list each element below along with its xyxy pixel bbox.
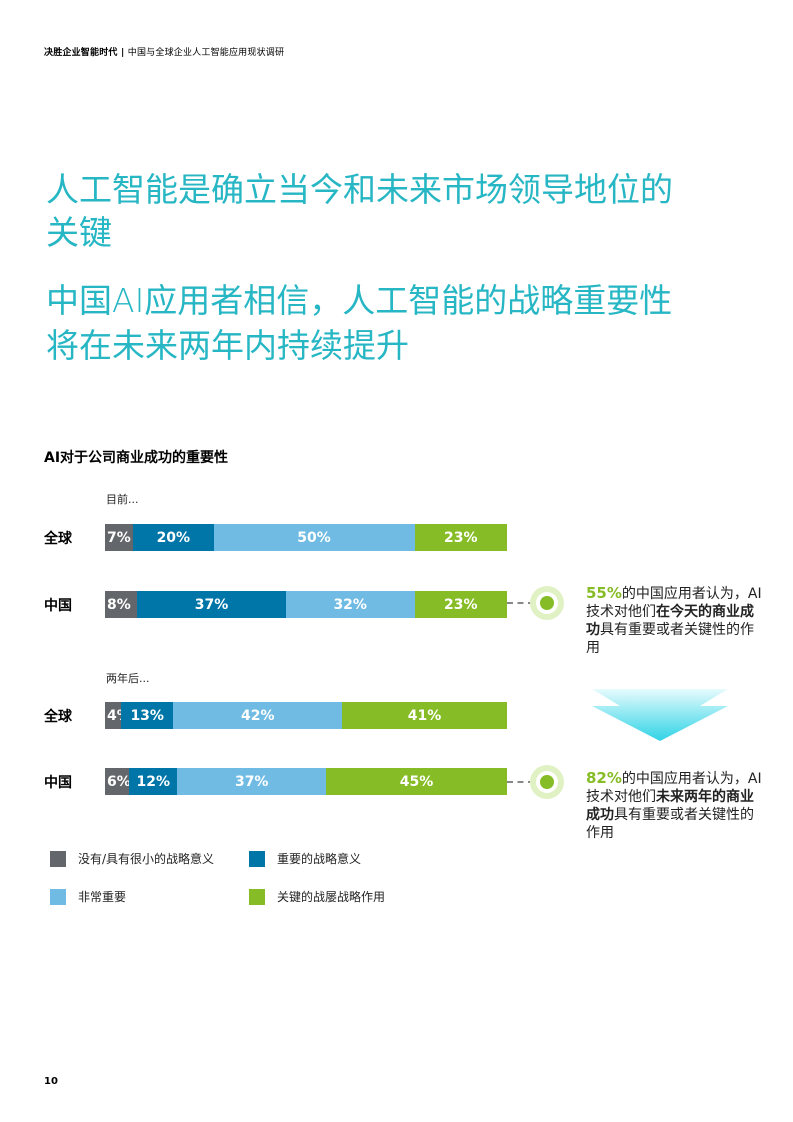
chart-title: AI对于公司商业成功的重要性	[44, 450, 229, 466]
bar-segment: 6%	[105, 768, 130, 795]
legend-label: 没有/具有很小的战略意义	[78, 852, 215, 866]
callout-1-pct: 55%	[586, 584, 622, 602]
header-separator: |	[117, 48, 128, 58]
bar-segment: 8%	[105, 591, 138, 618]
callout-dot-2	[530, 765, 564, 799]
callout-2-bold: 未来两年的商业成功	[586, 789, 754, 823]
header-title: 决胜企业智能时代	[44, 48, 118, 58]
headline-line-1: 人工智能是确立当今和未来市场领导地位的	[46, 170, 673, 209]
row-label: 中国	[44, 598, 72, 614]
running-header: 决胜企业智能时代 | 中国与全球企业人工智能应用现状调研	[44, 45, 284, 58]
callout-2-pre: 的中国应用者认为，AI技术对他们	[586, 771, 762, 805]
legend-label: 非常重要	[78, 890, 127, 904]
bar-segment: 13%	[121, 702, 174, 729]
callout-dot-1	[530, 586, 564, 620]
headline-line-3: 中国AI应用者相信，人工智能的战略重要性	[46, 281, 673, 320]
callout-1-post: 具有重要或者关键性的作用	[586, 622, 754, 656]
bar-segment: 23%	[414, 524, 507, 551]
group-label: 目前...	[106, 493, 139, 506]
bar-segment: 32%	[285, 591, 415, 618]
bar-segment: 7%	[105, 524, 134, 551]
legend-swatch	[50, 850, 66, 867]
bar-segment: 4%	[105, 702, 122, 729]
stacked-bar: 7% 20% 50% 23%	[105, 524, 507, 551]
group-label: 两年后...	[106, 672, 150, 685]
row-label: 全球	[44, 531, 72, 547]
legend-swatch	[50, 888, 66, 905]
bar-segment: 23%	[414, 591, 507, 618]
bar-segment: 41%	[342, 702, 507, 729]
bar-segment: 37%	[177, 768, 327, 795]
legend-item: 关键的战屡战略作用	[249, 888, 385, 905]
legend-label: 关键的战屡战略作用	[277, 890, 386, 904]
bar-segment: 42%	[173, 702, 343, 729]
legend-swatch	[249, 850, 265, 867]
bar-segment: 50%	[213, 524, 415, 551]
row-label: 中国	[44, 775, 72, 791]
row-label: 全球	[44, 709, 72, 725]
callout-1-bold: 在今天的商业成功	[586, 604, 754, 638]
stacked-bar: 8% 37% 32% 23%	[105, 591, 507, 618]
legend-label: 重要的战略意义	[277, 852, 362, 866]
headline-line-4: 将在未来两年内持续提升	[46, 326, 409, 365]
headline-line-2: 关键	[46, 213, 112, 252]
callout-1-pre: 的中国应用者认为，AI技术对他们	[586, 586, 762, 620]
bar-segment: 45%	[326, 768, 507, 795]
down-arrow-icon	[592, 689, 728, 741]
callout-connector-2	[507, 781, 534, 783]
page-number: 10	[44, 1076, 58, 1087]
bar-segment: 37%	[137, 591, 286, 618]
stacked-bar: 6% 12% 37% 45%	[105, 768, 507, 795]
stacked-bar: 4%13%42%41%	[105, 702, 507, 729]
legend-swatch	[249, 888, 265, 905]
legend-item: 非常重要	[50, 888, 126, 905]
callout-2-pct: 82%	[586, 769, 622, 787]
header-subtitle: 中国与全球企业人工智能应用现状调研	[127, 48, 285, 58]
legend-item: 重要的战略意义	[249, 850, 361, 867]
callout-2-post: 具有重要或者关键性的作用	[586, 807, 754, 841]
callout-text-2: 82%的中国应用者认为，AI技术对他们未来两年的商业成功具有重要或者关键性的作用	[586, 769, 766, 842]
bar-segment: 12%	[129, 768, 178, 795]
bar-segment: 20%	[133, 524, 214, 551]
callout-connector-1	[507, 602, 534, 604]
legend-item: 没有/具有很小的战略意义	[50, 850, 214, 867]
callout-text-1: 55%的中国应用者认为，AI技术对他们在今天的商业成功具有重要或者关键性的作用	[586, 584, 766, 657]
